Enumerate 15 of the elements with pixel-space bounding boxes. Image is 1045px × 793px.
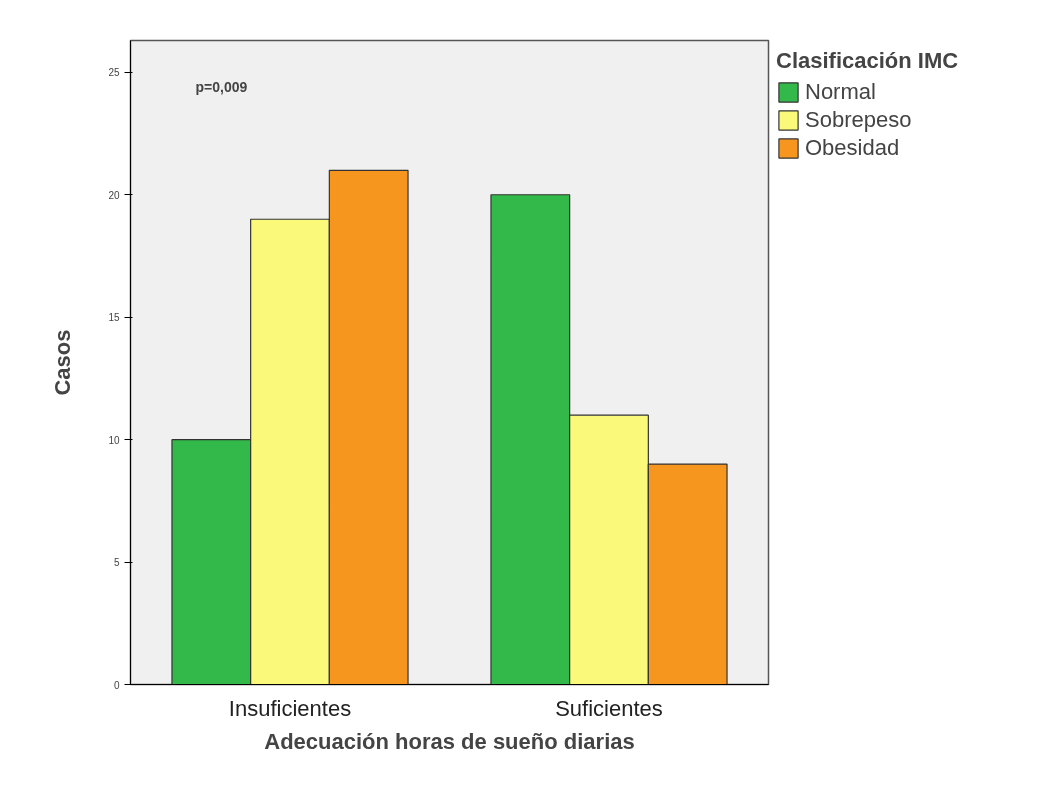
x-axis-title: Adecuación horas de sueño diarias [264,728,635,754]
legend-title: Clasificación IMC [776,48,959,74]
y-tick-label: 10 [108,434,120,446]
legend-label: Normal [805,79,876,105]
x-tick-label: Suficientes [555,695,663,721]
y-tick-label: 5 [113,557,120,569]
y-tick-label: 15 [108,312,120,324]
x-tick-label: Insuficientes [228,695,352,721]
annotation: p=0,009 [195,78,248,95]
y-tick-label: 20 [108,189,120,201]
y-axis-title: Casos [50,329,76,396]
y-tick-label: 25 [108,67,120,79]
legend-label: Sobrepeso [805,107,912,133]
y-tick-label: 0 [113,679,120,691]
legend-label: Obesidad [805,135,900,161]
